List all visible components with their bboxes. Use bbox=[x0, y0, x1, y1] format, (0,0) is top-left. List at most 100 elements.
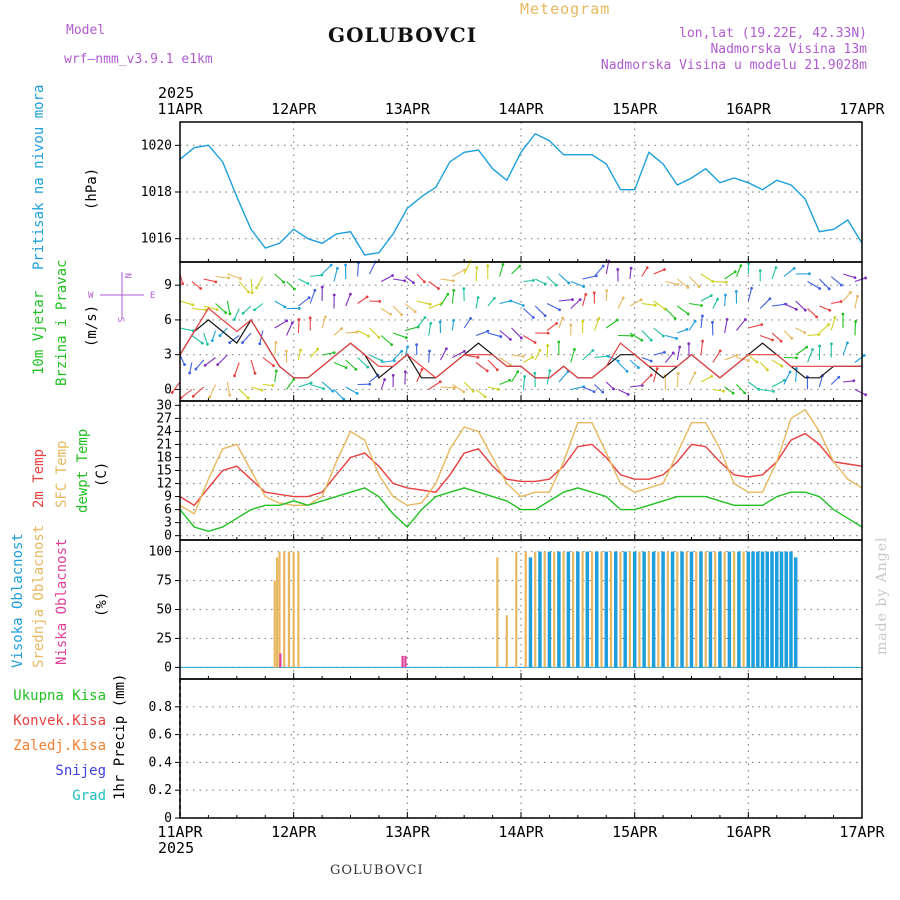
wind-barb-head bbox=[349, 292, 352, 296]
wind-barb-head bbox=[170, 391, 174, 394]
cloud-bar bbox=[292, 551, 295, 668]
wind-barb-head bbox=[621, 296, 625, 300]
wind-barb bbox=[404, 303, 416, 313]
wind-barb-head bbox=[663, 350, 666, 354]
wind-barb-head bbox=[313, 288, 317, 292]
wind-barb bbox=[854, 321, 857, 336]
wind-barb-head bbox=[739, 264, 743, 268]
precip-legend-item: Snijeg bbox=[55, 763, 106, 779]
wind-barb bbox=[238, 281, 249, 293]
wind-barb-head bbox=[299, 348, 302, 352]
cloud-bar bbox=[666, 551, 669, 668]
wind-barb bbox=[747, 288, 753, 302]
wind-barb-head bbox=[661, 334, 665, 338]
wind-barb-head bbox=[731, 391, 735, 395]
elevation-text: Nadmorska Visina 13m bbox=[710, 42, 867, 57]
wind-barb bbox=[369, 374, 379, 383]
wind-barb bbox=[534, 278, 546, 285]
wind-barb bbox=[594, 355, 609, 359]
wind-barb-head bbox=[308, 316, 312, 320]
wind-barb bbox=[819, 324, 830, 334]
wind-barb bbox=[688, 276, 700, 287]
top-date-label: 14APR bbox=[498, 100, 544, 118]
wind-barb-head bbox=[639, 298, 643, 302]
cloud-ylabel-1: Visoka Oblacnost bbox=[10, 533, 26, 668]
wind-barb-head bbox=[685, 327, 689, 331]
wind-barb bbox=[381, 360, 395, 364]
cloud-bar bbox=[613, 551, 618, 668]
wind-barb-head bbox=[676, 371, 680, 375]
wind-barb-head bbox=[854, 320, 857, 323]
model-name: wrf–nmm_v3.9.1 e1km bbox=[64, 52, 213, 67]
wind-barb-head bbox=[332, 351, 336, 355]
wind-ylabel: 10m Vjetar bbox=[31, 291, 47, 375]
y-tick-label: 100 bbox=[149, 545, 172, 560]
wind-barb bbox=[724, 386, 734, 394]
wind-barb-head bbox=[199, 287, 203, 290]
wind-barb-head bbox=[803, 331, 807, 335]
wind-barb-head bbox=[521, 304, 525, 307]
wind-barb bbox=[676, 346, 681, 361]
wind-barb bbox=[653, 351, 665, 356]
wind-barb-head bbox=[400, 349, 404, 353]
wind-barb-head bbox=[531, 355, 534, 359]
wind-barb-head bbox=[697, 285, 701, 288]
wind-barb bbox=[242, 332, 252, 343]
wind-barb bbox=[771, 267, 777, 280]
wind-barb bbox=[759, 334, 773, 341]
wind-barb bbox=[712, 350, 721, 363]
wind-barb-head bbox=[335, 267, 339, 270]
wind-barb-head bbox=[377, 335, 381, 339]
wind-barb-head bbox=[722, 389, 725, 393]
wind-barb bbox=[842, 292, 851, 302]
wind-barb-head bbox=[839, 300, 843, 303]
wind-barb-head bbox=[853, 276, 857, 279]
cloud-bar bbox=[595, 551, 599, 668]
wind-barb-head bbox=[724, 280, 728, 284]
wind-barb bbox=[783, 303, 797, 310]
wind-barb bbox=[819, 305, 830, 311]
wind-barb-head bbox=[215, 308, 219, 312]
wind-barb-head bbox=[725, 318, 729, 321]
wind-barb bbox=[712, 299, 719, 309]
cloud-bar bbox=[283, 551, 286, 668]
wind-barb bbox=[286, 379, 295, 390]
wind-barb bbox=[676, 373, 679, 388]
wind-barb-head bbox=[496, 387, 500, 391]
wind-barb bbox=[381, 275, 393, 282]
cloud-bar bbox=[727, 551, 732, 668]
wind-barb-head bbox=[438, 320, 442, 324]
wind-barb-head bbox=[601, 390, 605, 394]
wind-barb-head bbox=[218, 334, 222, 337]
wind-barb-head bbox=[693, 319, 697, 323]
cloud-bar bbox=[515, 551, 518, 668]
wind-barb-head bbox=[355, 330, 359, 334]
wind-barb-head bbox=[828, 308, 832, 312]
wind-barb bbox=[795, 346, 807, 356]
wind-barb bbox=[570, 386, 584, 391]
wind-barb-head bbox=[437, 287, 440, 290]
wind-barb bbox=[807, 281, 820, 289]
wind-barb bbox=[333, 361, 347, 369]
cloud-bar bbox=[278, 551, 281, 668]
wind-barb bbox=[570, 349, 575, 363]
wind-barb-head bbox=[297, 307, 301, 310]
wind-barb bbox=[452, 269, 465, 277]
wind-barb bbox=[179, 354, 185, 365]
wind-barb bbox=[333, 328, 342, 336]
bottom-date-label: 11APR bbox=[157, 823, 203, 841]
wind-barb-head bbox=[390, 343, 393, 347]
wind-barb bbox=[211, 330, 217, 341]
wind-barb-head bbox=[383, 378, 386, 382]
wind-barb-head bbox=[846, 341, 849, 345]
wind-barb-head bbox=[422, 280, 426, 284]
wind-barb-head bbox=[462, 287, 466, 291]
wind-barb bbox=[582, 294, 587, 307]
wind-barb-head bbox=[852, 379, 856, 383]
wind-barb bbox=[511, 265, 521, 275]
wind-barb bbox=[629, 268, 632, 280]
wind-barb-head bbox=[239, 277, 242, 280]
wind-barb bbox=[700, 315, 703, 329]
wind-barb bbox=[179, 327, 194, 332]
top-date-label: 11APR bbox=[157, 100, 203, 118]
